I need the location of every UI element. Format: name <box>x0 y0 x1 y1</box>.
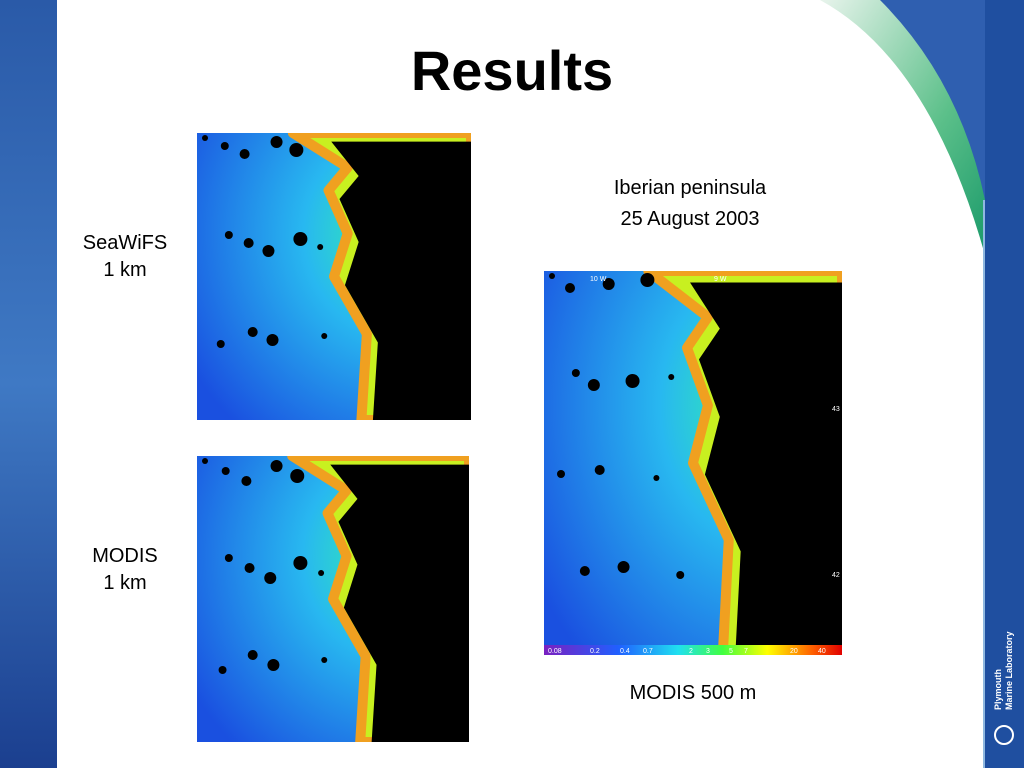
cloud <box>594 465 605 475</box>
land <box>690 282 842 655</box>
cloud <box>640 273 655 287</box>
colorbar-label: 20 <box>790 648 798 655</box>
cloud <box>267 659 280 671</box>
logo-text: Plymouth <box>993 669 1003 710</box>
colorbar-label: 5 <box>729 648 733 655</box>
right-strip <box>985 0 1024 768</box>
colorbar-label: 0.4 <box>620 648 630 655</box>
cloud <box>668 374 675 380</box>
seawifs-map <box>197 133 471 420</box>
cloud <box>202 135 208 141</box>
iberian-label: Iberian peninsula 25 August 2003 <box>560 173 820 235</box>
cloud <box>579 566 590 576</box>
logo: Plymouth Marine Laboratory <box>993 631 1014 745</box>
colorbar-label: 40 <box>818 648 826 655</box>
blue-band <box>880 0 985 200</box>
cloud <box>653 475 660 481</box>
cloud <box>293 556 308 570</box>
colorbar-label: 0.2 <box>590 648 600 655</box>
lat-label: 43 <box>832 406 840 413</box>
cloud <box>239 149 250 159</box>
label-line: 1 km <box>103 572 147 594</box>
cloud <box>289 143 304 157</box>
cloud <box>247 327 258 337</box>
cloud <box>549 273 555 279</box>
cloud <box>244 563 255 573</box>
cloud <box>602 278 615 290</box>
cloud <box>565 283 575 293</box>
colorbar-label: 0.7 <box>643 648 653 655</box>
lon-label: 9 W <box>714 276 727 283</box>
colorbar-label: 3 <box>706 648 710 655</box>
modis500-map: 0.08 0.2 0.4 0.7 2 3 5 7 20 40 10 W 9 W 43 42 <box>544 271 842 655</box>
cloud <box>317 244 324 250</box>
cloud <box>290 469 305 483</box>
cloud <box>216 340 225 348</box>
label-line: 25 August 2003 <box>620 208 760 230</box>
left-strip <box>0 0 57 768</box>
cloud <box>220 142 229 150</box>
modis-label: MODIS 1 km <box>55 543 195 597</box>
cloud <box>270 460 283 472</box>
divider <box>983 200 985 768</box>
modis-map <box>197 456 469 742</box>
seawifs-label: SeaWiFS 1 km <box>55 230 195 284</box>
lat-label: 42 <box>832 572 840 579</box>
colorbar-label: 0.08 <box>548 648 562 655</box>
cloud <box>270 136 283 148</box>
cloud <box>247 650 258 660</box>
land <box>330 464 469 742</box>
cloud <box>617 561 630 573</box>
cloud <box>293 232 308 246</box>
label-line: Iberian peninsula <box>613 177 767 199</box>
cloud <box>318 570 325 576</box>
land <box>331 141 471 420</box>
cloud <box>557 470 565 478</box>
label-line: SeaWiFS <box>82 232 168 254</box>
label-line: MODIS <box>92 545 158 567</box>
cloud <box>224 231 233 239</box>
cloud <box>266 334 279 346</box>
cloud <box>587 379 600 391</box>
cloud <box>321 657 328 663</box>
cloud <box>241 476 252 486</box>
cloud <box>262 245 275 257</box>
cloud <box>264 572 277 584</box>
logo-icon <box>994 725 1014 745</box>
cloud <box>243 238 254 248</box>
colorbar-label: 7 <box>744 648 748 655</box>
modis500-label: MODIS 500 m <box>629 682 757 704</box>
cloud <box>202 458 208 464</box>
cloud <box>321 333 328 339</box>
lon-label: 10 W <box>590 276 607 283</box>
cloud <box>676 571 685 579</box>
slide-title: Results <box>410 39 614 102</box>
label-line: 1 km <box>103 259 147 281</box>
cloud <box>218 666 227 674</box>
cloud <box>224 554 233 562</box>
colorbar <box>544 645 842 655</box>
colorbar-label: 2 <box>689 648 693 655</box>
cloud <box>571 369 580 377</box>
logo-text: Marine Laboratory <box>1004 631 1014 710</box>
cloud <box>221 467 230 475</box>
cloud <box>625 374 640 388</box>
